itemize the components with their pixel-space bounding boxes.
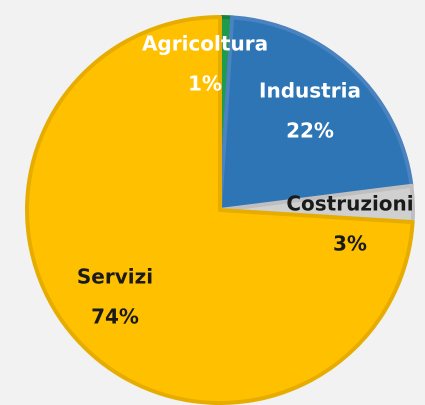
slice-category-label: Agricoltura xyxy=(142,32,268,56)
slice-value-label: 3% xyxy=(333,232,367,256)
slice-category-label: Servizi xyxy=(77,265,153,289)
slice-category-label: Industria xyxy=(259,79,361,103)
slice-category-label: Costruzioni xyxy=(286,192,413,216)
pie-slice xyxy=(25,15,415,405)
slice-value-label: 1% xyxy=(188,72,222,96)
slice-value-label: 22% xyxy=(286,119,334,143)
slice-value-label: 74% xyxy=(91,305,139,329)
pie-slice xyxy=(218,15,414,212)
